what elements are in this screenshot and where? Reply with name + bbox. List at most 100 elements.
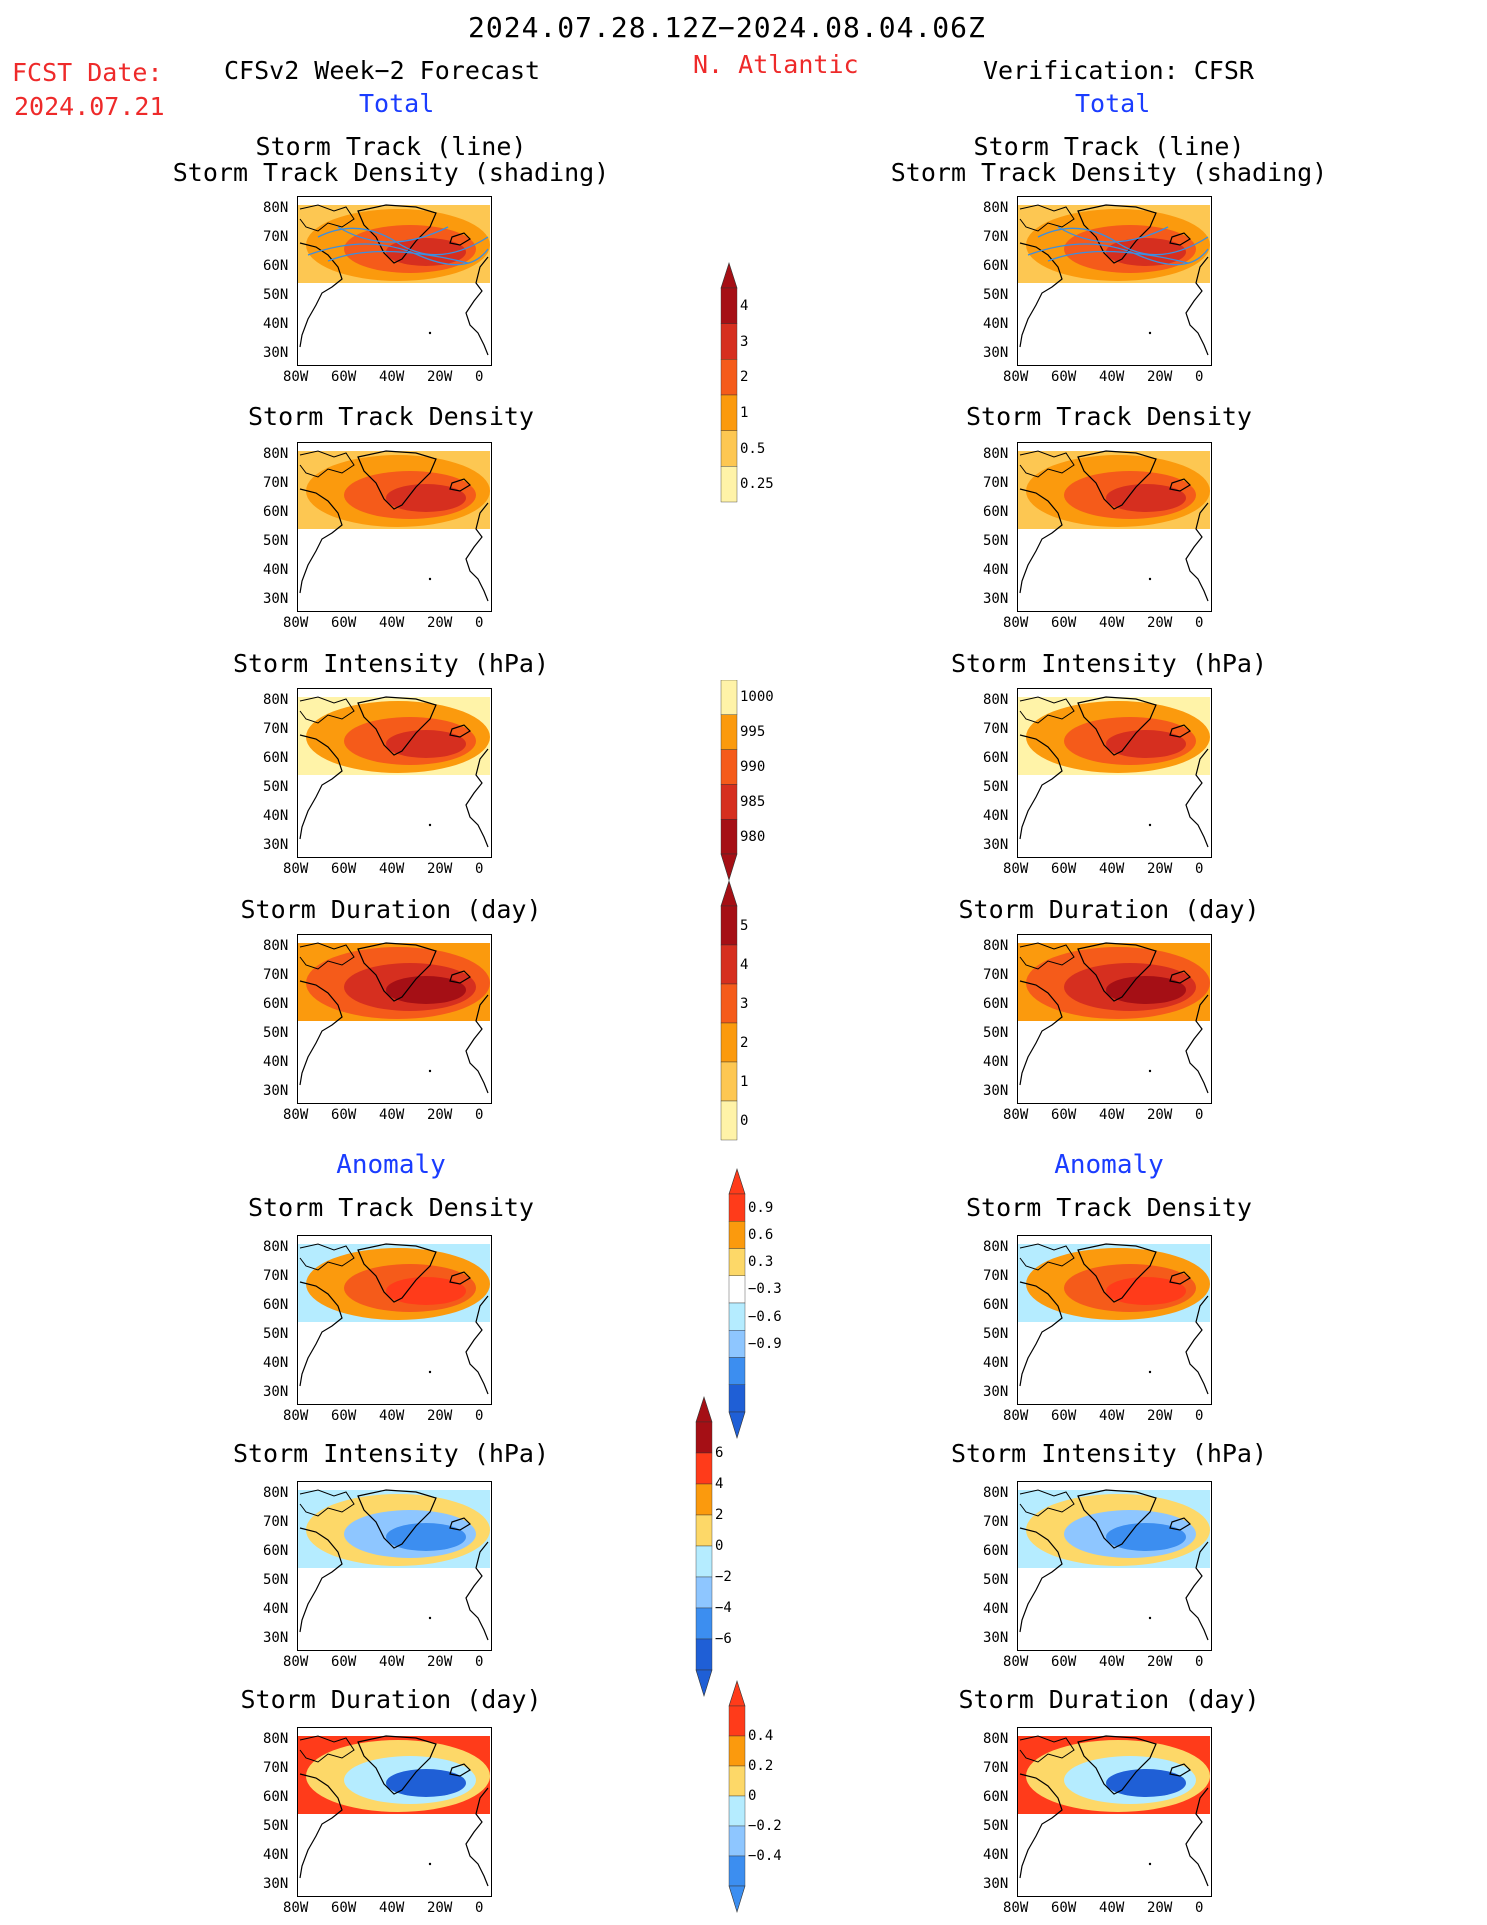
lat-tick-label: 50N [983, 1572, 1009, 1588]
lat-tick-label: 70N [263, 721, 289, 737]
left-track-line-map [297, 196, 492, 366]
lon-tick-label: 80W [283, 861, 309, 877]
left-anom-intensity-map [297, 1481, 492, 1651]
lat-tick-label: 60N [983, 996, 1009, 1012]
right-anomaly-label: Anomaly [1054, 1150, 1164, 1180]
iceland-coast [449, 232, 471, 246]
lon-tick-label: 20W [1147, 1408, 1173, 1424]
colorbar-top-arrow [695, 1396, 713, 1423]
shade-core [1106, 484, 1186, 512]
north-america-coast [299, 734, 343, 840]
colorbar-label: 990 [740, 759, 766, 775]
lon-tick-label: 60W [331, 861, 357, 877]
europe-coast [1185, 1787, 1209, 1887]
colorbar-segment [728, 1302, 746, 1331]
lon-tick-label: 60W [1051, 861, 1077, 877]
lon-tick-label: 80W [283, 615, 309, 631]
lat-tick-label: 60N [983, 1297, 1009, 1313]
europe-coast [465, 502, 489, 602]
lat-tick-label: 60N [263, 750, 289, 766]
lat-tick-label: 40N [983, 562, 1009, 578]
azores-dot [1148, 1069, 1152, 1073]
lat-tick-label: 80N [263, 200, 289, 216]
lon-tick-label: 20W [1147, 369, 1173, 385]
lat-tick-label: 30N [263, 1876, 289, 1892]
lat-tick-label: 50N [983, 1025, 1009, 1041]
azores-dot [1148, 577, 1152, 581]
lon-tick-label: 0 [475, 1900, 484, 1916]
iceland-coast [1169, 1271, 1191, 1285]
lon-tick-label: 80W [1003, 1900, 1029, 1916]
colorbar-segment [720, 430, 738, 467]
colorbar-bottom-arrow [720, 853, 738, 882]
arctic-islands-coast [1019, 1735, 1075, 1763]
lat-tick-label: 70N [263, 229, 289, 245]
colorbar-label: 985 [740, 793, 766, 810]
region-label: N. Atlantic [693, 50, 859, 79]
lat-tick-label: 70N [983, 721, 1009, 737]
lat-tick-label: 40N [263, 1054, 289, 1070]
greenland-coast [1077, 1489, 1157, 1549]
left-anom-intensity-title: Storm Intensity (hPa) [232, 1439, 550, 1468]
lon-tick-label: 0 [1195, 615, 1204, 631]
lat-tick-label: 80N [263, 446, 289, 462]
colorbar-segment [728, 1765, 746, 1797]
arctic-islands-coast [1019, 942, 1075, 970]
left-anom-density-map [297, 1235, 492, 1405]
lat-tick-label: 40N [983, 1054, 1009, 1070]
colorbar-bottom-arrow [728, 1885, 746, 1914]
colorbar-segment [728, 1825, 746, 1857]
north-america-coast [1019, 734, 1063, 840]
greenland-coast [357, 1489, 437, 1549]
lat-tick-label: 30N [983, 345, 1009, 361]
lat-tick-label: 40N [983, 808, 1009, 824]
lon-tick-label: 0 [1195, 1900, 1204, 1916]
lon-tick-label: 0 [1195, 1107, 1204, 1123]
lat-tick-label: 60N [263, 996, 289, 1012]
lon-tick-label: 40W [379, 1408, 405, 1424]
right-total-label: Total [1075, 89, 1151, 118]
left-intensity-map [297, 688, 492, 858]
lat-tick-label: 60N [983, 750, 1009, 766]
europe-coast [1185, 1295, 1209, 1395]
left-intensity-title: Storm Intensity (hPa) [232, 649, 550, 678]
colorbar-label: 0.5 [740, 440, 766, 457]
azores-dot [428, 1069, 432, 1073]
lat-tick-label: 40N [263, 1355, 289, 1371]
lon-tick-label: 0 [475, 615, 484, 631]
europe-coast [1185, 1541, 1209, 1641]
lat-tick-label: 70N [983, 1268, 1009, 1284]
lat-tick-label: 30N [263, 1630, 289, 1646]
lon-tick-label: 20W [427, 1107, 453, 1123]
storm-track-lines [307, 226, 489, 266]
lat-tick-label: 50N [983, 287, 1009, 303]
colorbar-label: 980 [740, 828, 766, 845]
right-track-line-title-1: Storm Track (line) [973, 132, 1245, 161]
lat-tick-label: 80N [983, 1731, 1009, 1747]
duration-colorbar: 5 4 3 2 1 0 [720, 880, 748, 1146]
lat-tick-label: 40N [983, 1355, 1009, 1371]
anom-density-colorbar: 0.9 0.6 0.3 −0.3 −0.6 −0.9 [728, 1168, 782, 1444]
colorbar-segment [695, 1545, 713, 1578]
lat-tick-label: 70N [983, 229, 1009, 245]
lon-tick-label: 40W [1099, 1654, 1125, 1670]
lat-tick-label: 50N [263, 533, 289, 549]
lat-tick-label: 50N [983, 779, 1009, 795]
colorbar-segment [728, 1330, 746, 1358]
lat-tick-label: 60N [983, 258, 1009, 274]
colorbar-bottom-arrow [695, 1669, 713, 1698]
lon-tick-label: 40W [379, 1900, 405, 1916]
lon-tick-label: 80W [1003, 861, 1029, 877]
fcst-date-label: FCST Date: [12, 58, 163, 87]
lat-tick-label: 50N [263, 779, 289, 795]
right-column-title: Verification: CFSR [983, 56, 1254, 85]
colorbar-label: 1000 [740, 689, 774, 706]
right-anom-intensity-title: Storm Intensity (hPa) [950, 1439, 1268, 1468]
lon-tick-label: 40W [379, 861, 405, 877]
europe-coast [1185, 256, 1209, 356]
colorbar-segment [695, 1607, 713, 1640]
lat-tick-label: 70N [983, 1760, 1009, 1776]
lon-tick-label: 60W [1051, 1107, 1077, 1123]
lat-tick-label: 30N [263, 1384, 289, 1400]
shade-core [1106, 1523, 1186, 1551]
